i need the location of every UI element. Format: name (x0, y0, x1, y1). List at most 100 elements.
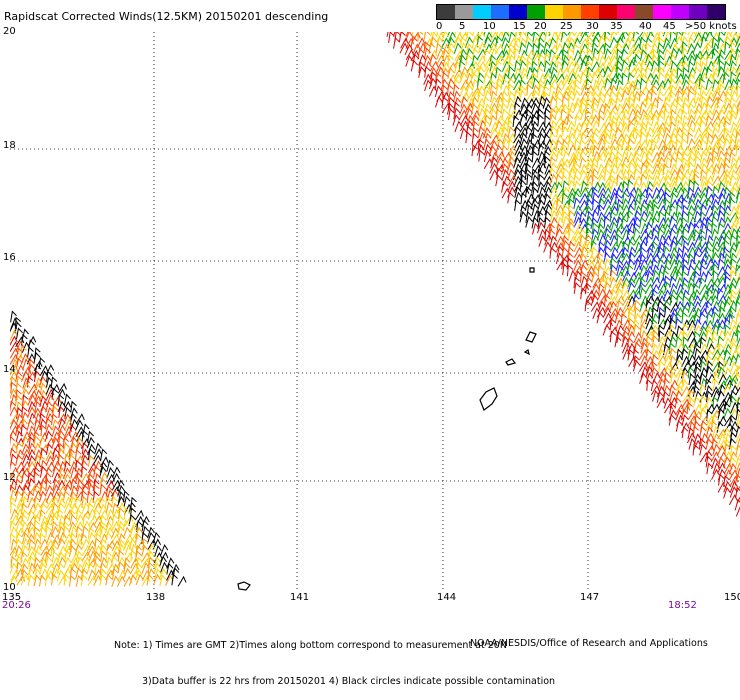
wind-barb (178, 577, 186, 587)
wind-barb (706, 169, 712, 180)
land-outlines (238, 268, 536, 590)
wind-barb (718, 336, 724, 347)
wind-barb (585, 182, 593, 192)
wind-barb (707, 410, 713, 421)
wind-barb (167, 558, 174, 568)
longitude-label: 150 (724, 592, 740, 603)
wind-barb (682, 427, 688, 438)
colorbar-swatch-10 (617, 5, 635, 19)
wind-barb (101, 449, 107, 460)
colorbar-swatch-3 (491, 5, 509, 19)
wind-barb (11, 503, 16, 514)
wind-barb (538, 54, 544, 65)
wind-barb (83, 527, 89, 538)
latitude-label: 14 (3, 364, 16, 375)
wind-barb (40, 384, 46, 395)
latitude-label: 16 (3, 252, 16, 263)
wind-barb (430, 55, 437, 65)
wind-barb (659, 212, 665, 223)
wind-barb (717, 98, 723, 109)
wind-barb (670, 349, 676, 360)
wind-barb (658, 229, 664, 240)
wind-barb (52, 574, 57, 585)
wind-barb (389, 32, 395, 43)
wind-barb (663, 39, 670, 50)
wind-barb (682, 132, 688, 143)
wind-barb (597, 98, 604, 109)
wind-barb (683, 337, 689, 348)
wind-barb (623, 38, 631, 48)
wind-barb (633, 127, 639, 138)
colorbar-tick-label: 40 (639, 21, 652, 32)
wind-barb (160, 575, 166, 586)
island-outline (526, 332, 536, 342)
wind-barb (52, 522, 58, 533)
wind-barb (10, 449, 16, 460)
wind-barb (646, 67, 651, 78)
wind-barb (731, 86, 737, 97)
wind-barb (724, 300, 730, 311)
wind-barb (82, 484, 88, 495)
colorbar-tick-label: 15 (513, 21, 526, 32)
wind-barb (106, 575, 112, 586)
wind-barb (40, 539, 48, 549)
wind-barb (675, 49, 682, 59)
wind-barb (736, 80, 740, 91)
notes: Note: 1) Times are GMT 2)Times along bot… (114, 616, 555, 700)
longitude-label: 138 (146, 592, 165, 603)
wind-barb (640, 373, 647, 383)
wind-barb (579, 171, 587, 181)
colorbar-tick-label: 45 (663, 21, 676, 32)
colorbar-swatch-0 (437, 5, 455, 19)
wind-barb (712, 128, 719, 139)
wind-barb (57, 509, 62, 520)
wind-barb (616, 296, 624, 305)
colorbar-swatch-5 (527, 5, 545, 19)
wind-barb (713, 380, 719, 391)
wind-barb (58, 384, 66, 393)
wind-barb (65, 408, 71, 419)
wind-barb (676, 337, 682, 348)
wind-barb (27, 511, 34, 521)
wind-barbs (10, 32, 740, 587)
wind-barb (723, 361, 728, 372)
wind-barb (604, 104, 610, 115)
wind-barb (597, 313, 604, 324)
wind-barb (172, 574, 178, 585)
wind-barb (129, 503, 135, 514)
colorbar-swatches (436, 4, 726, 20)
wind-barb (610, 331, 616, 342)
wind-barb (676, 421, 682, 432)
wind-barb (514, 49, 520, 60)
wind-barb (610, 106, 618, 115)
wind-barb (508, 192, 514, 203)
wind-barb (508, 67, 514, 78)
wind-barb (724, 350, 731, 361)
wind-barb (657, 132, 663, 143)
wind-barb (628, 180, 634, 191)
wind-barb (681, 218, 687, 229)
wind-barb (70, 576, 76, 587)
wind-barb (569, 229, 575, 240)
wind-barb (495, 60, 501, 71)
wind-barb (544, 157, 550, 168)
wind-barb (411, 61, 417, 72)
latitude-label: 18 (3, 140, 16, 151)
wind-barb (652, 242, 658, 253)
colorbar-swatch-7 (563, 5, 581, 19)
colorbar-tick-label: 35 (610, 21, 623, 32)
wind-barb (100, 457, 108, 466)
wind-barb (670, 356, 676, 367)
colorbar-tick-label: 0 (436, 21, 442, 32)
wind-barb (418, 32, 423, 42)
colorbar-swatch-6 (545, 5, 563, 19)
wind-barb (63, 491, 69, 502)
wind-barb (69, 455, 75, 466)
wind-barb (622, 60, 628, 71)
island-outline (506, 359, 515, 365)
wind-barb (700, 56, 705, 67)
wind-map (10, 32, 740, 592)
wind-barb (161, 545, 168, 555)
colorbar-swatch-1 (455, 5, 473, 19)
colorbar-swatch-2 (473, 5, 491, 19)
